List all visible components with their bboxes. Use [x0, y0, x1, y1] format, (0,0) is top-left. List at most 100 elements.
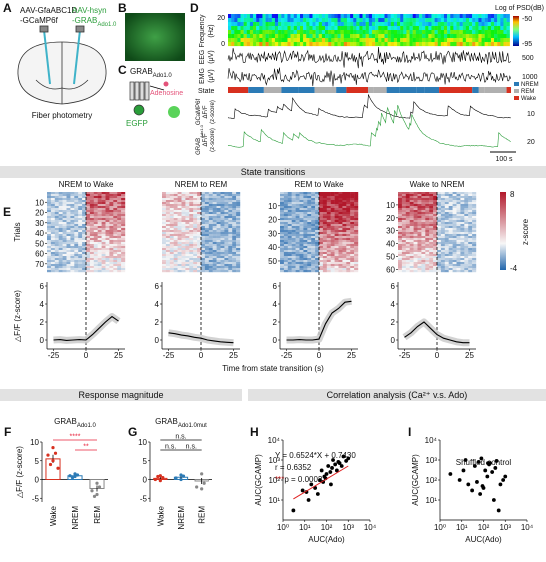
- heatmap-cell: [162, 220, 167, 223]
- heatmap-cell: [181, 218, 186, 221]
- heatmap-cell: [291, 268, 296, 271]
- heatmap-cell: [444, 206, 449, 209]
- heatmap-cell: [472, 254, 477, 257]
- heatmap-cell: [82, 252, 87, 255]
- heatmap-cell: [212, 216, 217, 219]
- spectrogram-cell: [500, 18, 504, 23]
- heatmap-cell: [93, 230, 98, 233]
- heatmap-cell: [468, 262, 473, 265]
- heatmap-cell: [334, 192, 339, 195]
- heatmap-cell: [283, 198, 288, 201]
- heatmap-cell: [464, 262, 469, 265]
- heatmap-cell: [401, 200, 406, 203]
- heatmap-cell: [216, 268, 221, 271]
- heatmap-cell: [117, 200, 122, 203]
- heatmap-cell: [74, 216, 79, 219]
- heatmap-cell: [322, 258, 327, 261]
- heatmap-cell: [113, 230, 118, 233]
- heatmap-cell: [405, 210, 410, 213]
- heatmap-cell: [109, 194, 114, 197]
- heatmap-cell: [82, 262, 87, 265]
- heatmap-cell: [448, 228, 453, 231]
- heatmap-cell: [299, 208, 304, 211]
- heatmap-cell: [421, 194, 426, 197]
- heatmap-cell: [54, 246, 59, 249]
- spectrogram-cell: [303, 14, 307, 19]
- heatmap-cell: [319, 200, 324, 203]
- heatmap-cell: [169, 232, 174, 235]
- heatmap-cell: [173, 258, 178, 261]
- heatmap-cell: [47, 244, 52, 247]
- heatmap-cell: [228, 234, 233, 237]
- heatmap-cell: [433, 212, 438, 215]
- heatmap-cell: [216, 264, 221, 267]
- heatmap-cell: [350, 200, 355, 203]
- spectrogram-cell: [368, 18, 373, 23]
- heatmap-cell: [236, 202, 241, 205]
- heatmap-cell: [452, 270, 457, 273]
- heatmap-cell: [173, 248, 178, 251]
- heatmap: [280, 192, 359, 273]
- x-tick-label: 10¹: [456, 523, 468, 532]
- heatmap-cell: [113, 210, 118, 213]
- spectrogram-cell: [331, 38, 335, 43]
- spectrogram-cell: [328, 18, 332, 23]
- heatmap-cell: [326, 196, 331, 199]
- spectrogram-cell: [387, 26, 391, 31]
- heatmap-cell: [346, 234, 351, 237]
- spectrogram-cell: [440, 42, 445, 47]
- heatmap-cell: [236, 254, 241, 257]
- heatmap-cell: [440, 268, 445, 271]
- heatmap-cell: [350, 254, 355, 257]
- heatmap-cell: [181, 256, 186, 259]
- heatmap-cell: [58, 240, 63, 243]
- heatmap-cell: [189, 236, 194, 239]
- heatmap-cell: [330, 202, 335, 205]
- heatmap-cell: [425, 210, 430, 213]
- spectrogram-cell: [378, 34, 382, 39]
- heatmap-cell: [417, 196, 422, 199]
- heatmap-cell: [287, 236, 292, 239]
- heatmap-cell: [464, 252, 469, 255]
- heatmap-cell: [456, 228, 461, 231]
- heatmap-cell: [113, 266, 118, 269]
- spectrogram-cell: [290, 22, 294, 27]
- spectrogram-cell: [287, 34, 291, 39]
- heatmap-cell: [70, 216, 75, 219]
- spectrogram-cell: [475, 30, 479, 35]
- heatmap-cell: [295, 224, 300, 227]
- heatmap-cell: [425, 196, 430, 199]
- heatmap-cell: [86, 242, 91, 245]
- spectrogram-cell: [387, 34, 391, 39]
- heatmap-cell: [66, 202, 71, 205]
- spectrogram-cell: [237, 22, 241, 27]
- spectrogram-cell: [500, 26, 504, 31]
- heatmap-cell: [66, 196, 71, 199]
- heatmap-cell: [97, 246, 102, 249]
- heatmap-cell: [405, 196, 410, 199]
- spectrogram-cell: [306, 34, 310, 39]
- heatmap-cell: [62, 248, 67, 251]
- heatmap-cell: [440, 240, 445, 243]
- spectrogram-cell: [403, 22, 407, 27]
- spectrogram-cell: [387, 38, 391, 43]
- heatmap-cell: [66, 224, 71, 227]
- heatmap-cell: [405, 214, 410, 217]
- heatmap-cell: [326, 226, 331, 229]
- heatmap-cell: [472, 230, 477, 233]
- heatmap-cell: [173, 232, 178, 235]
- heatmap-cell: [50, 200, 55, 203]
- heatmap-cell: [101, 234, 106, 237]
- heatmap-cell: [204, 196, 209, 199]
- spectrogram-cell: [337, 30, 341, 35]
- heatmap-cell: [307, 258, 312, 261]
- heatmap-cell: [185, 270, 190, 273]
- data-point: [48, 462, 53, 467]
- heatmap-cell: [169, 264, 174, 267]
- heatmap-cell: [220, 266, 225, 269]
- spectrogram-cell: [343, 26, 348, 31]
- spectrogram-cell: [425, 30, 429, 35]
- heatmap-cell: [334, 246, 339, 249]
- y-tick-label: 10¹: [425, 496, 437, 505]
- heatmap-cell: [398, 192, 403, 195]
